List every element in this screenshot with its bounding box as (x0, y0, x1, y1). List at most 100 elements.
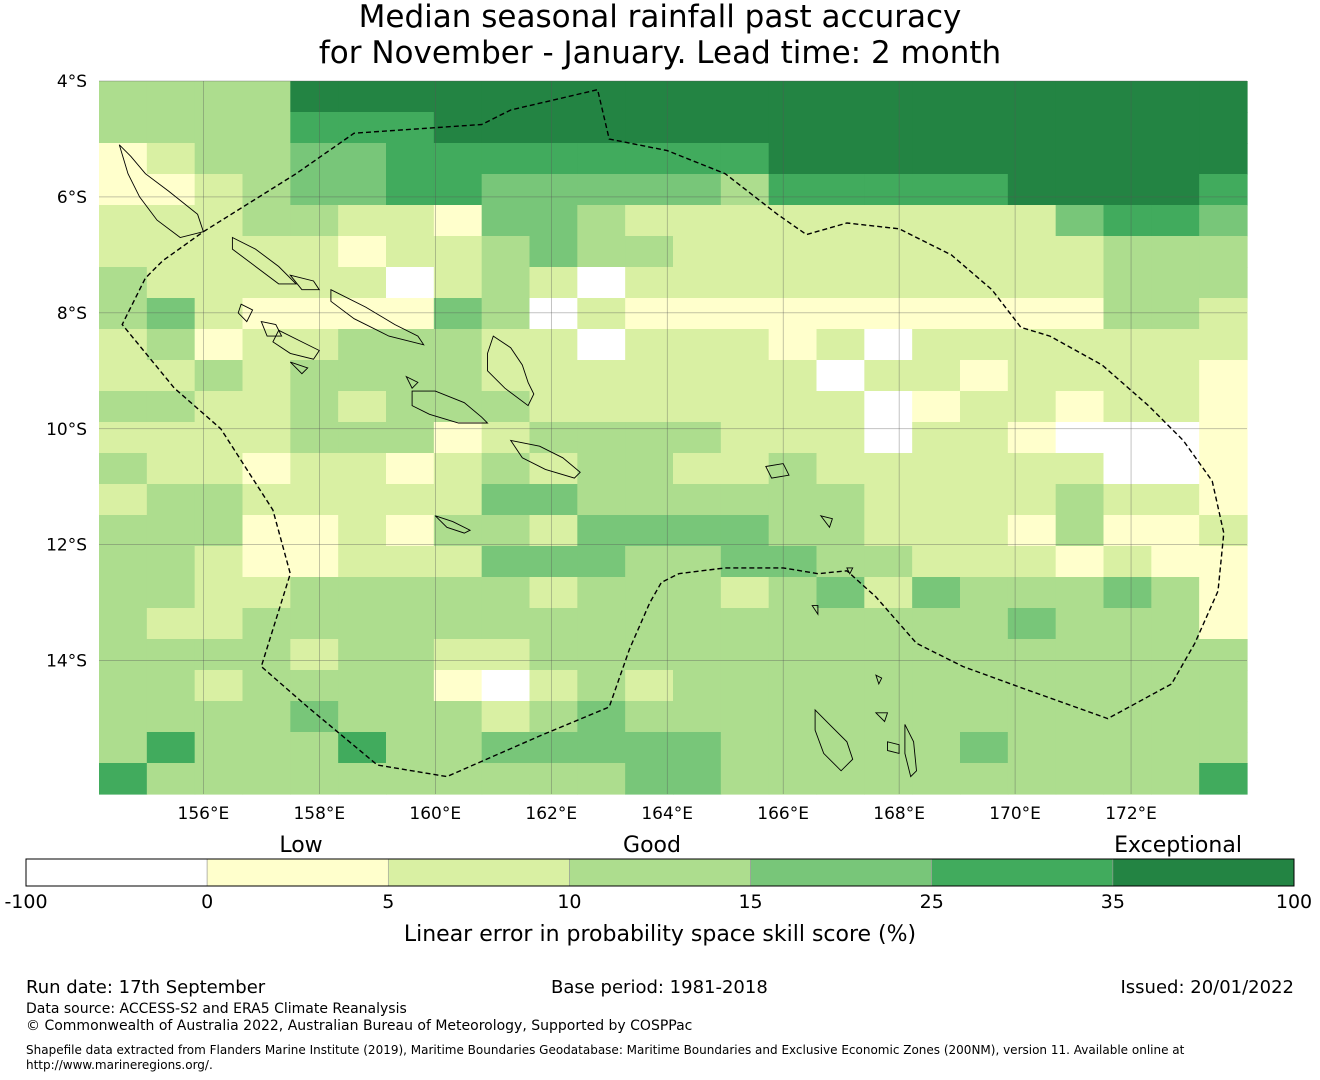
grid-cell (99, 360, 148, 392)
grid-cell (146, 453, 196, 485)
grid-cell (673, 763, 722, 795)
grid-cell (768, 701, 818, 733)
grid-cell (625, 639, 674, 671)
grid-cell (99, 639, 148, 671)
grid-cell (1055, 174, 1105, 206)
grid-cell (290, 422, 339, 454)
grid-cell (1151, 422, 1200, 454)
grid-cell (912, 763, 961, 795)
grid-cell (338, 236, 387, 268)
grid-cell (816, 329, 865, 361)
grid-cell (864, 732, 913, 764)
grid-cell (625, 205, 674, 237)
grid-cell (768, 391, 818, 423)
grid-cell (816, 763, 865, 795)
grid-cell (1151, 484, 1200, 516)
grid-cell (481, 546, 531, 578)
grid-cell (816, 422, 865, 454)
grid-cell (673, 174, 722, 206)
grid-cell (194, 267, 244, 299)
grid-cell (338, 608, 387, 640)
grid-cell (1007, 360, 1057, 392)
grid-cell (768, 236, 818, 268)
grid-cell (673, 453, 722, 485)
island-outline (811, 605, 819, 616)
grid-cell (242, 484, 291, 516)
grid-cell (673, 639, 722, 671)
grid-cell (673, 701, 722, 733)
colorbar (25, 858, 1295, 887)
grid-cell (912, 670, 961, 702)
island-outline (434, 515, 472, 534)
grid-cell (1103, 577, 1152, 609)
map-title-line-1: Median seasonal rainfall past accuracy (358, 0, 962, 35)
grid-cell (1199, 267, 1248, 299)
grid-cell (673, 422, 722, 454)
grid-cell (386, 422, 435, 454)
grid-cell (577, 732, 626, 764)
issued-date: Issued: 20/01/2022 (1120, 977, 1294, 998)
grid-cell (481, 267, 531, 299)
grid-cell (625, 732, 674, 764)
longitude-tick-label: 164°E (641, 804, 693, 824)
grid-cell (673, 298, 722, 330)
grid-cell (1007, 484, 1057, 516)
grid-cell (242, 143, 291, 175)
grid-cell (338, 546, 387, 578)
grid-cell (194, 763, 244, 795)
grid-cell (386, 143, 435, 175)
lat-lon-gridlines (99, 80, 1247, 794)
grid-cell (1055, 484, 1105, 516)
grid-cell (1199, 763, 1248, 795)
longitude-tick-label: 172°E (1105, 804, 1157, 824)
grid-cell (194, 546, 244, 578)
grid-cell (1055, 546, 1105, 578)
grid-cell (146, 112, 196, 144)
grid-cell (1055, 81, 1105, 113)
grid-cell (673, 236, 722, 268)
grid-cell (290, 577, 339, 609)
colorbar-segment (1112, 858, 1295, 887)
grid-cell (768, 143, 818, 175)
grid-cell (1055, 298, 1105, 330)
grid-cell (720, 701, 770, 733)
grid-cell (290, 546, 339, 578)
grid-cell (960, 112, 1009, 144)
grid-cell (577, 143, 626, 175)
grid-cell (1055, 577, 1105, 609)
grid-cell (673, 732, 722, 764)
run-date: Run date: 17th September (26, 977, 266, 998)
grid-cell (481, 360, 531, 392)
longitude-tick-label: 166°E (757, 804, 809, 824)
colorbar-tick-label: 100 (1276, 891, 1312, 913)
grid-cell (960, 174, 1009, 206)
grid-cell (146, 546, 196, 578)
grid-cell (1103, 639, 1152, 671)
grid-cell (194, 608, 244, 640)
grid-cell (1007, 453, 1057, 485)
grid-cell (242, 267, 291, 299)
grid-cell (1055, 360, 1105, 392)
grid-cell (433, 81, 483, 113)
grid-cell (1103, 236, 1152, 268)
grid-cell (99, 422, 148, 454)
grid-cell (1199, 298, 1248, 330)
grid-cell (529, 360, 578, 392)
grid-cell (1055, 763, 1105, 795)
grid-cell (433, 298, 483, 330)
longitude-tick-label: 162°E (525, 804, 577, 824)
grid-cell (242, 81, 291, 113)
grid-cell (338, 453, 387, 485)
grid-cell (242, 236, 291, 268)
grid-cell (912, 81, 961, 113)
grid-cell (146, 701, 196, 733)
grid-cell (912, 422, 961, 454)
colorbar-segment (569, 858, 751, 887)
grid-cell (960, 670, 1009, 702)
grid-cell (577, 391, 626, 423)
grid-cell (912, 112, 961, 144)
grid-cell (912, 298, 961, 330)
grid-cell (481, 422, 531, 454)
grid-cell (912, 484, 961, 516)
grid-cell (1007, 81, 1057, 113)
